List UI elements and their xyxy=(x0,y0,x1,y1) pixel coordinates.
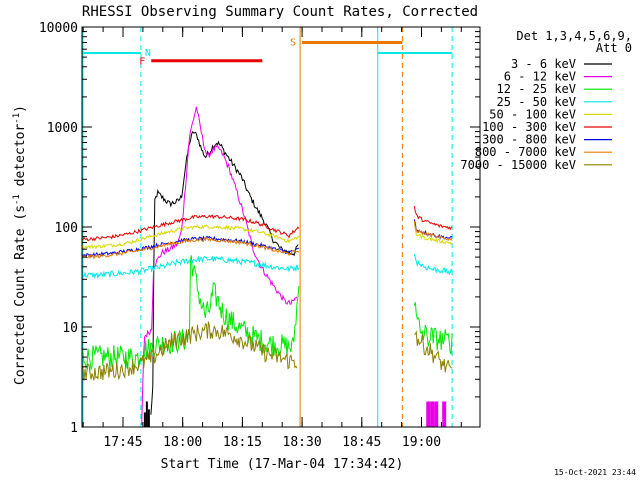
legend-header-1: Det 1,3,4,5,6,9, xyxy=(516,29,632,43)
y-label-end: ) xyxy=(13,105,28,113)
chart-title: RHESSI Observing Summary Count Rates, Co… xyxy=(82,4,478,20)
plot-frame xyxy=(81,26,481,428)
footer-timestamp: 15-Oct-2021 23:44 xyxy=(554,468,636,477)
series-line-after-gap-8 xyxy=(414,330,453,373)
magenta-spike-0 xyxy=(426,401,431,427)
series-line-5 xyxy=(82,214,300,242)
y-tick-label-0: 1 xyxy=(70,421,78,436)
saa-label: S xyxy=(290,37,296,48)
y-label-main: Corrected Count Rate (s xyxy=(13,205,28,385)
y-label-sup2: -1 xyxy=(12,113,22,124)
y-label-mid: detector xyxy=(13,124,28,195)
x-tick-label-1: 18:00 xyxy=(163,435,202,450)
black-spike-1 xyxy=(145,401,148,427)
x-tick-label-0: 17:45 xyxy=(103,435,142,450)
legend-label-7: 800 - 7000 keV xyxy=(475,145,576,159)
series-line-after-gap-7 xyxy=(413,220,453,242)
legend-label-8: 7000 - 15000 keV xyxy=(460,158,576,172)
y-axis-label: Corrected Count Rate (s-1 detector-1) xyxy=(12,105,28,385)
y-tick-label-4: 10000 xyxy=(39,21,78,36)
x-tick-label-5: 19:00 xyxy=(402,435,441,450)
y-tick-label-2: 100 xyxy=(55,221,78,236)
series-line-1 xyxy=(141,106,298,426)
magenta-spike-2 xyxy=(434,401,439,427)
series-line-4 xyxy=(81,224,300,250)
x-tick-label-2: 18:15 xyxy=(223,435,262,450)
x-tick-label-4: 18:45 xyxy=(342,435,381,450)
series-line-3 xyxy=(81,255,300,280)
legend-label-3: 25 - 50 keV xyxy=(497,95,576,109)
legend-label-1: 6 - 12 keV xyxy=(504,70,576,84)
legend-label-5: 100 - 300 keV xyxy=(482,120,576,134)
series-line-7 xyxy=(81,236,300,260)
series-line-after-gap-4 xyxy=(413,222,453,246)
black-spike-0 xyxy=(143,412,146,427)
magenta-spike-3 xyxy=(442,401,447,427)
y-tick-label-1: 10 xyxy=(62,321,78,336)
legend-header-2: Att 0 xyxy=(596,41,632,55)
legend-label-0: 3 - 6 keV xyxy=(511,57,576,71)
legend-label-2: 12 - 25 keV xyxy=(497,82,576,96)
legend-label-4: 50 - 100 keV xyxy=(489,107,576,121)
y-label-sup1: -1 xyxy=(12,194,22,205)
series-line-0 xyxy=(150,130,299,415)
legend-label-6: 300 - 800 keV xyxy=(482,133,576,147)
night-label: N xyxy=(145,48,151,59)
series-line-8 xyxy=(81,321,298,381)
magenta-spike-1 xyxy=(430,401,435,427)
series-line-after-gap-3 xyxy=(413,254,453,276)
x-axis-label: Start Time (17-Mar-04 17:34:42) xyxy=(161,457,404,472)
series-line-after-gap-5 xyxy=(413,205,453,231)
series-line-after-gap-2 xyxy=(413,302,453,355)
flare-label: F xyxy=(139,57,145,68)
series-line-after-gap-6 xyxy=(413,219,453,240)
series-line-2 xyxy=(81,255,300,371)
black-spike-2 xyxy=(147,409,150,427)
y-tick-label-3: 1000 xyxy=(47,121,78,136)
x-tick-label-3: 18:30 xyxy=(283,435,322,450)
